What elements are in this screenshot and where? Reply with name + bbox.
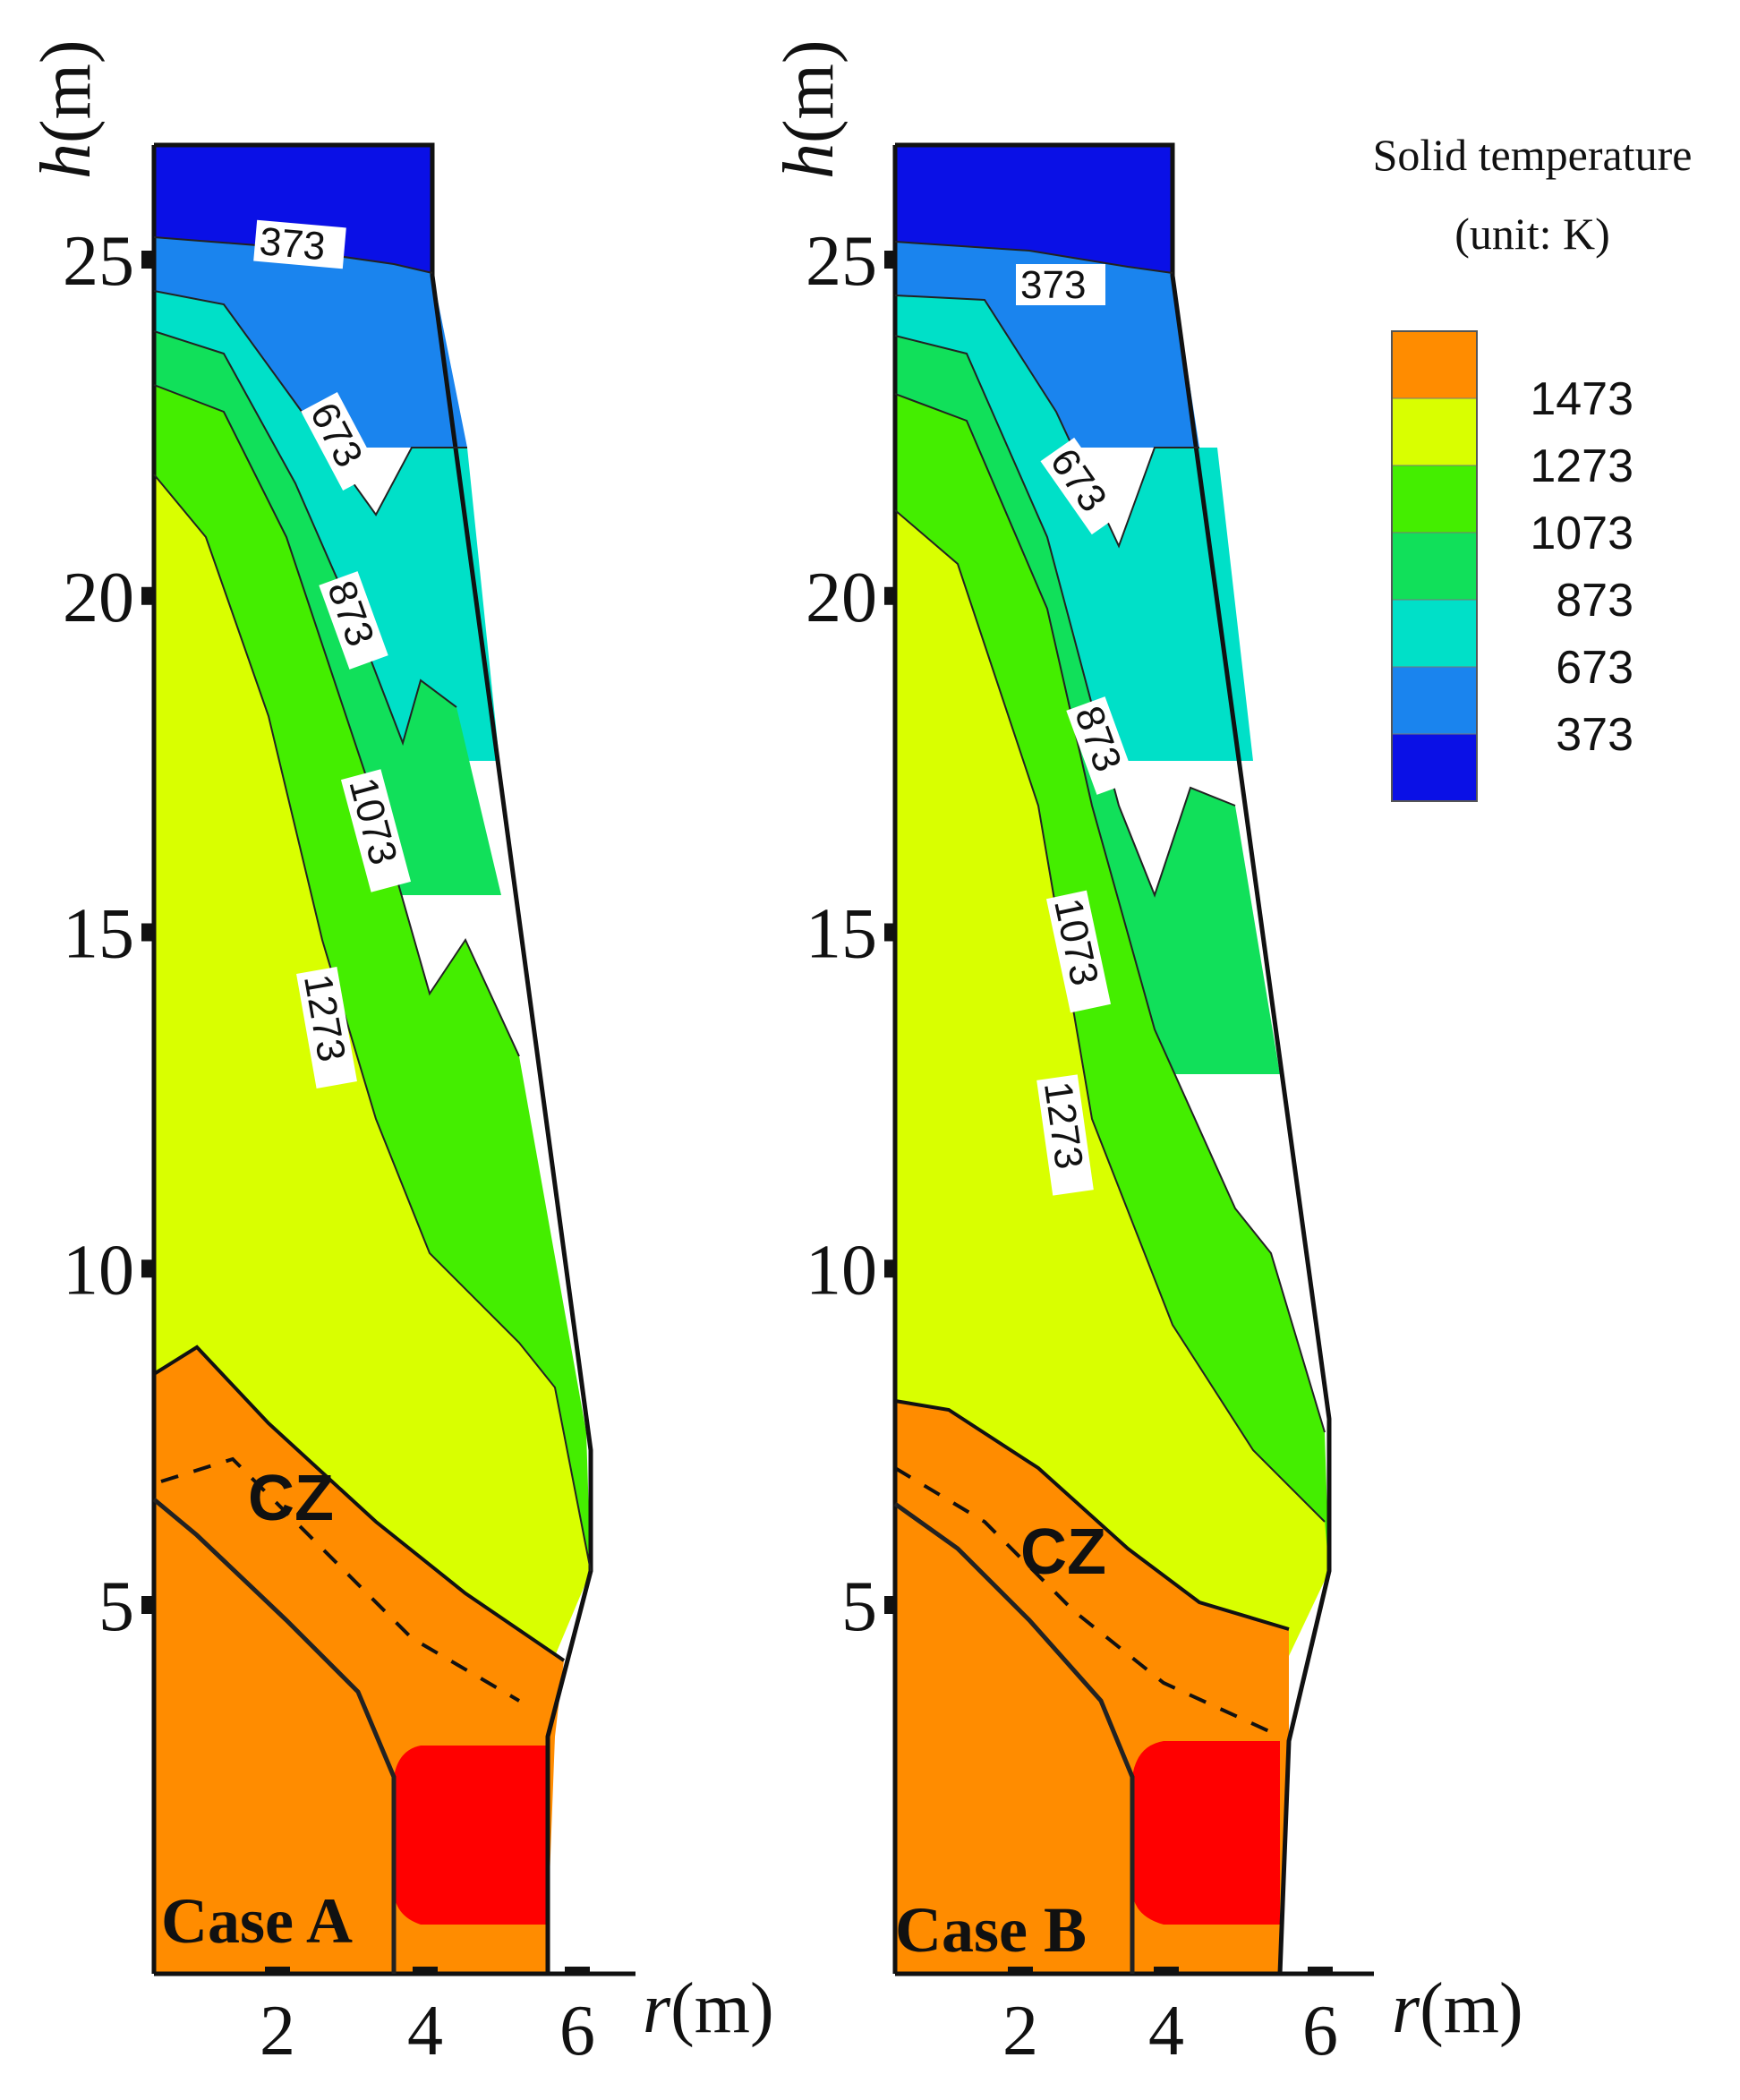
case-label: Case B <box>895 1894 1087 1966</box>
x-tick-mark <box>413 1967 438 1976</box>
y-tick-label: 20 <box>806 559 877 637</box>
x-tick-mark <box>565 1967 590 1976</box>
legend-swatch <box>1391 397 1478 466</box>
axes-case-a: h(m) r(m) 5 10 15 20 25 2 4 6 <box>27 39 774 2070</box>
y-tick-mark <box>884 1596 895 1614</box>
legend-unit: (unit: K) <box>1454 209 1610 259</box>
x-tick-label: 2 <box>1002 1992 1038 2070</box>
contour-line <box>894 393 1326 1433</box>
zone-label: CZ <box>1020 1516 1106 1588</box>
raceway-core <box>394 1746 548 1925</box>
y-tick-label: 10 <box>806 1231 877 1310</box>
legend-label: 673 <box>1556 642 1633 694</box>
cohesive-zone-boundary <box>894 1399 1290 1631</box>
legend-swatch <box>1391 599 1478 668</box>
y-tick-label: 25 <box>806 222 877 301</box>
x-tick-label: 4 <box>407 1992 443 2070</box>
x-axis-label: r(m) <box>1392 1969 1523 2048</box>
contour-line <box>894 335 1236 898</box>
deadman-boundary <box>893 1501 1135 1974</box>
legend-label: 1273 <box>1530 440 1633 492</box>
furnace-wall <box>895 142 1332 1975</box>
panel-case-a: 373 673 873 1073 1273 CZ Case A <box>151 142 635 1976</box>
panel-case-b: 373 673 873 1073 1273 CZ Case B <box>892 142 1374 1976</box>
contour-fill-blue <box>895 145 1173 276</box>
contour-label: 373 <box>258 219 327 269</box>
y-tick-mark <box>884 1259 895 1278</box>
y-tick-mark <box>141 1596 152 1614</box>
contour-fill-yellow <box>154 474 591 1656</box>
legend-swatch <box>1391 532 1478 601</box>
y-tick-mark <box>141 251 152 269</box>
x-tick-label: 4 <box>1148 1992 1184 2070</box>
y-tick-mark <box>884 923 895 942</box>
y-tick-label: 5 <box>98 1567 134 1646</box>
y-tick-label: 15 <box>63 895 134 974</box>
legend-label: 1473 <box>1530 373 1633 425</box>
legend-swatch <box>1391 733 1478 802</box>
legend-title: Solid temperature <box>1373 130 1693 180</box>
case-label: Case A <box>161 1885 353 1957</box>
legend-swatch <box>1391 330 1478 399</box>
y-tick-label: 25 <box>63 222 134 301</box>
legend: Solid temperature (unit: K) 1473 1273 1073… <box>1373 130 1693 802</box>
contour-line <box>153 474 592 1572</box>
y-tick-mark <box>884 251 895 269</box>
cohesive-zone-boundary <box>152 1345 566 1662</box>
y-tick-label: 20 <box>63 559 134 637</box>
x-tick-label: 2 <box>260 1992 295 2070</box>
zone-label: CZ <box>248 1463 334 1534</box>
contour-line <box>894 509 1326 1523</box>
x-tick-label: 6 <box>559 1992 595 2070</box>
x-axis-label: r(m) <box>643 1969 774 2048</box>
contour-label: 373 <box>1020 263 1086 307</box>
contour-line <box>894 241 1173 274</box>
raceway-core <box>1132 1741 1280 1925</box>
y-tick-label: 10 <box>63 1231 134 1310</box>
y-tick-label: 15 <box>806 895 877 974</box>
y-tick-mark <box>884 586 895 605</box>
legend-frame <box>1391 330 1478 802</box>
y-tick-mark <box>141 1259 152 1278</box>
x-tick-mark <box>1008 1967 1033 1976</box>
cohesive-zone-inner <box>160 1456 521 1703</box>
legend-swatch <box>1391 666 1478 735</box>
furnace-wall <box>154 142 593 1974</box>
y-axis-label: h(m) <box>27 39 106 179</box>
x-tick-label: 6 <box>1302 1992 1338 2070</box>
legend-label: 373 <box>1556 709 1633 761</box>
x-tick-mark <box>1154 1967 1179 1976</box>
x-tick-mark <box>265 1967 290 1976</box>
legend-swatch <box>1391 465 1478 534</box>
y-axis-label: h(m) <box>770 39 849 179</box>
deadman-boundary <box>152 1498 397 1974</box>
axes-case-b: h(m) r(m) 5 10 15 20 25 2 4 6 <box>770 39 1523 2070</box>
y-tick-label: 5 <box>841 1567 877 1646</box>
x-tick-mark <box>1308 1967 1333 1976</box>
y-tick-mark <box>141 923 152 942</box>
y-tick-mark <box>141 586 152 605</box>
legend-label: 873 <box>1556 575 1633 627</box>
legend-label: 1073 <box>1530 508 1633 559</box>
contour-fill-yellow <box>895 510 1329 1656</box>
cohesive-zone-inner <box>893 1466 1272 1734</box>
